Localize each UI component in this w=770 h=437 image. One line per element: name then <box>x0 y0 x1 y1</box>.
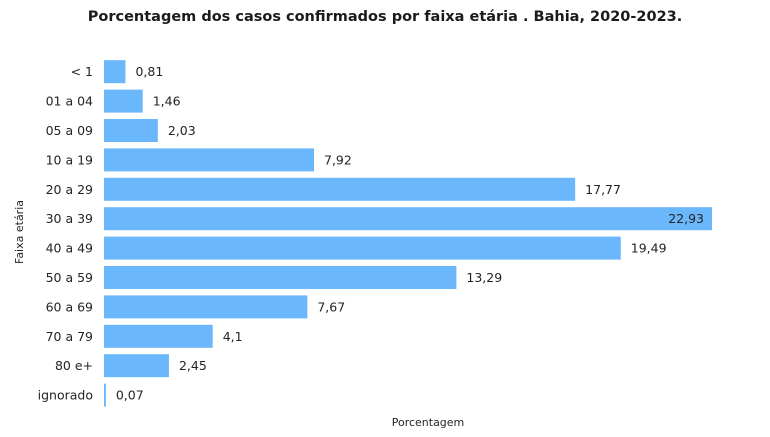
category-label: 01 a 04 <box>46 94 93 109</box>
bar-5 <box>104 207 712 231</box>
data-label: 19,49 <box>631 241 667 256</box>
bar-11 <box>104 383 106 407</box>
bar-0 <box>104 60 126 84</box>
data-label: 13,29 <box>466 270 502 285</box>
bar-4 <box>104 177 576 201</box>
category-label: 30 a 39 <box>46 211 93 226</box>
data-label: 2,03 <box>168 123 196 138</box>
bar-6 <box>104 236 621 260</box>
category-label: 70 a 79 <box>46 329 93 344</box>
category-label: 60 a 69 <box>46 299 93 314</box>
chart-title: Porcentagem dos casos confirmados por fa… <box>87 9 683 25</box>
data-label: 0,07 <box>116 388 144 403</box>
bar-8 <box>104 295 308 319</box>
category-label: 50 a 59 <box>46 270 93 285</box>
x-axis-title: Porcentagem <box>392 416 465 429</box>
category-label: 80 e+ <box>55 358 93 373</box>
category-label: 40 a 49 <box>46 241 93 256</box>
data-label: 2,45 <box>179 358 207 373</box>
data-label: 17,77 <box>585 182 621 197</box>
data-label: 0,81 <box>135 64 163 79</box>
data-label: 4,1 <box>223 329 243 344</box>
bar-9 <box>104 324 213 348</box>
data-label: 7,67 <box>317 299 345 314</box>
category-label: ignorado <box>38 388 93 403</box>
bar-7 <box>104 266 457 289</box>
bar-2 <box>104 119 158 142</box>
category-label: 10 a 19 <box>46 152 93 167</box>
data-label: 22,93 <box>668 211 704 226</box>
y-axis-title: Faixa etária <box>13 200 26 264</box>
bar-10 <box>104 354 169 378</box>
bars-group: < 1 0,81 01 a 04 1,46 05 a 09 2,03 10 a 19 7,92… <box>38 60 712 407</box>
data-label: 1,46 <box>153 94 181 109</box>
category-label: < 1 <box>71 64 93 79</box>
category-label: 20 a 29 <box>46 182 93 197</box>
category-label: 05 a 09 <box>46 123 93 138</box>
data-label: 7,92 <box>324 152 352 167</box>
bar-3 <box>104 148 315 172</box>
bar-1 <box>104 89 143 113</box>
